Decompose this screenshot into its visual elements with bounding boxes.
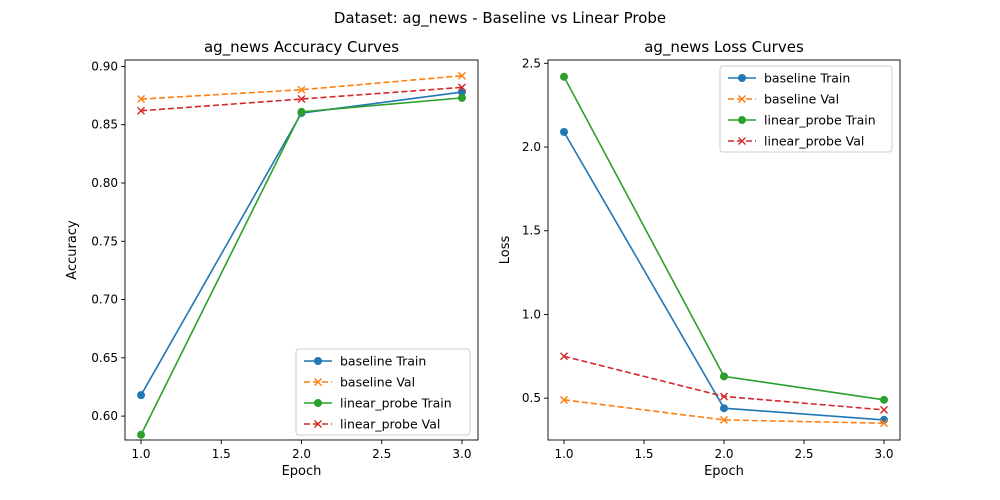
- accuracy-legend-baseline-val-marker: [314, 378, 322, 386]
- accuracy-x-tick-label: 1.0: [131, 447, 150, 461]
- accuracy-legend-box: [295, 348, 471, 436]
- accuracy-legend-baseline-train-label: baseline Train: [340, 354, 426, 369]
- accuracy-series-linear-probe-val-point: [137, 106, 146, 115]
- accuracy-legend-linear-probe-val-marker: [314, 420, 322, 428]
- loss-legend: baseline Train baseline Val linear_probe T…: [719, 65, 893, 153]
- accuracy-legend-linear-probe-val-label: linear_probe Val: [340, 417, 440, 432]
- loss-y-tick-label: 1.0: [522, 307, 541, 321]
- accuracy-y-tick-label: 0.75: [91, 234, 118, 248]
- loss-y-tick-label: 2.0: [522, 140, 541, 154]
- loss-series-baseline-train-point: [560, 127, 568, 136]
- loss-legend-linear-probe-train-marker: [738, 116, 746, 124]
- accuracy-chart-title: ag_news Accuracy Curves: [204, 38, 399, 57]
- accuracy-x-tick-label: 1.5: [212, 447, 231, 461]
- accuracy-x-axis-label: Epoch: [282, 464, 322, 479]
- accuracy-legend-baseline-train-marker: [314, 357, 322, 365]
- loss-series-baseline-val-point: [720, 415, 728, 424]
- accuracy-plot-area-frame: [124, 59, 479, 441]
- loss-plot-area-frame: [547, 59, 901, 441]
- accuracy-x-tick-label: 2.0: [292, 447, 311, 461]
- loss-series-linear-probe-val-point: [880, 405, 888, 414]
- loss-legend-baseline-val-label: baseline Val: [764, 92, 839, 107]
- loss-series-baseline-val-point: [560, 395, 568, 404]
- accuracy-y-tick-label: 0.65: [91, 351, 118, 365]
- accuracy-chart: ag_news Accuracy Curves 1.0 1.5 2.0 2.5 3.0 0.…: [65, 38, 479, 479]
- accuracy-legend-baseline-val-label: baseline Val: [340, 375, 415, 390]
- loss-x-tick-label: 2.0: [714, 447, 733, 461]
- loss-legend-linear-probe-val-marker: [738, 137, 746, 145]
- accuracy-y-tick-label: 0.90: [91, 59, 118, 73]
- loss-x-tick-label: 1.0: [554, 447, 573, 461]
- accuracy-series-linear-probe-train-point: [137, 430, 146, 439]
- accuracy-series-linear-probe-val-point: [297, 95, 306, 104]
- loss-y-tick-label: 1.5: [522, 224, 541, 238]
- loss-y-axis-label: Loss: [498, 236, 513, 265]
- loss-x-tick-label: 3.0: [874, 447, 893, 461]
- accuracy-y-axis-label: Accuracy: [65, 220, 80, 280]
- loss-chart: ag_news Loss Curves 1.0 1.5 2.0 2.5 3.0 0.5 1.0…: [498, 38, 901, 479]
- loss-series-linear-probe-train-point: [560, 72, 568, 81]
- loss-x-axis-label: Epoch: [704, 464, 744, 479]
- loss-legend-baseline-val-marker: [738, 95, 746, 103]
- loss-legend-box: [719, 65, 893, 153]
- accuracy-x-tick-label: 2.5: [372, 447, 391, 461]
- loss-legend-linear-probe-train-label: linear_probe Train: [764, 113, 876, 128]
- loss-legend-linear-probe-val-label: linear_probe Val: [764, 134, 864, 149]
- figure-suptitle: Dataset: ag_news - Baseline vs Linear Pr…: [334, 9, 666, 28]
- loss-x-tick-label: 1.5: [634, 447, 653, 461]
- accuracy-series-baseline-train-point: [137, 391, 146, 400]
- loss-series-baseline-train-point: [720, 404, 728, 413]
- accuracy-y-tick-label: 0.80: [91, 176, 118, 190]
- accuracy-legend: baseline Train baseline Val linear_probe T…: [295, 348, 471, 436]
- loss-series-linear-probe-train-point: [720, 372, 728, 381]
- accuracy-series-linear-probe-train-point: [297, 107, 306, 116]
- loss-series-baseline-val-point: [880, 419, 888, 428]
- accuracy-y-tick-label: 0.70: [91, 293, 118, 307]
- accuracy-series-baseline-val-point: [137, 95, 146, 104]
- accuracy-y-tick-label: 0.60: [91, 409, 118, 423]
- loss-x-tick-label: 2.5: [794, 447, 813, 461]
- loss-legend-baseline-train-marker: [738, 74, 746, 82]
- loss-y-tick-label: 0.5: [522, 391, 541, 405]
- accuracy-x-tick-label: 3.0: [452, 447, 471, 461]
- loss-series-linear-probe-train-point: [880, 395, 888, 404]
- accuracy-y-tick-label: 0.85: [91, 118, 118, 132]
- accuracy-series-baseline-val-point: [457, 71, 466, 80]
- accuracy-series-linear-probe-train-point: [457, 93, 466, 102]
- loss-legend-baseline-train-label: baseline Train: [764, 71, 850, 86]
- accuracy-series-baseline-val-point: [297, 85, 306, 94]
- accuracy-legend-linear-probe-train-label: linear_probe Train: [340, 396, 452, 411]
- loss-y-tick-label: 2.5: [522, 56, 541, 70]
- loss-chart-title: ag_news Loss Curves: [644, 38, 804, 57]
- loss-series-linear-probe-val-point: [720, 392, 728, 401]
- loss-series-linear-probe-val-point: [560, 352, 568, 361]
- accuracy-legend-linear-probe-train-marker: [314, 399, 322, 407]
- accuracy-series-linear-probe-val-point: [457, 83, 466, 92]
